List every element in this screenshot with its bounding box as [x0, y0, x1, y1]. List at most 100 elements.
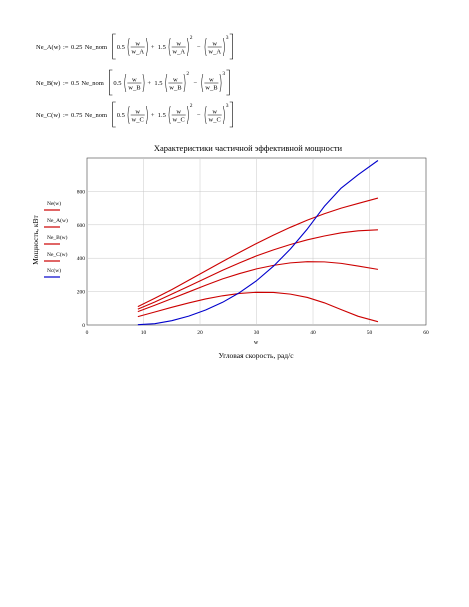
paren-right	[222, 105, 225, 125]
fraction-denominator: w_A	[131, 49, 144, 56]
paren-left	[168, 105, 171, 125]
x-tick-label: 30	[254, 330, 260, 336]
fraction-denominator: w_B	[128, 85, 141, 92]
formula-nom: Ne_nom	[85, 112, 107, 119]
fraction-numerator: w	[209, 77, 214, 84]
legend-label: Ne_B(w)	[47, 234, 68, 241]
formula-ne-a: Ne_A(w):= 0.25 Ne_nom 0.5 w w_A +1.5 w w_A 2− w w_A…	[36, 32, 266, 60]
y-axis-label: Мощность, кВт	[31, 214, 40, 264]
formula-nom: Ne_nom	[81, 80, 103, 87]
formula-exponent-3: 3	[226, 35, 229, 41]
legend-label: Ne_A(w)	[47, 217, 68, 224]
chart-title: Характеристики частичной эффективной мощ…	[154, 143, 343, 153]
formula-svg: Ne_A(w):= 0.25 Ne_nom 0.5 ww_A+ 1.5 ww_A2− ww_A…	[36, 33, 233, 60]
bracket-right	[229, 33, 233, 60]
y-tick-label: 0	[82, 323, 85, 329]
formula-ne-b: Ne_B(w):= 0.5 Ne_nom 0.5 w w_B +1.5 w w_B 2− w w_B 3	[36, 68, 266, 96]
x-tick-label: 60	[423, 330, 429, 336]
formula-assign: :=	[63, 80, 69, 87]
formula-coef: 0.75	[71, 112, 82, 119]
formula-lhs: Ne_A(w)	[36, 44, 61, 51]
bracket-left	[112, 101, 116, 128]
paren-left	[201, 73, 204, 93]
fraction-numerator: w	[176, 109, 181, 116]
paren-left	[127, 37, 130, 57]
fraction-numerator: w	[176, 41, 181, 48]
formula-coef-b: 1.5	[158, 44, 166, 51]
legend-label: Nc(w)	[47, 267, 61, 274]
paren-right	[186, 37, 189, 57]
formula-coef-a: 0.5	[117, 112, 125, 119]
bracket-right	[226, 69, 230, 96]
formula-exponent-3: 3	[226, 103, 229, 109]
bracket-right	[229, 101, 233, 128]
legend-label: Ne(w)	[47, 200, 61, 207]
paren-right	[219, 73, 222, 93]
formula-minus: −	[193, 80, 197, 87]
fraction-numerator: w	[135, 109, 140, 116]
fraction-numerator: w	[132, 77, 137, 84]
formula-coef-a: 0.5	[117, 44, 125, 51]
formula-minus: −	[197, 112, 201, 119]
formula-ne-c: Ne_C(w):= 0.75 Ne_nom 0.5 w w_C +1.5 w w_C 2− w w_C…	[36, 100, 266, 128]
formula-minus: −	[197, 44, 201, 51]
paren-right	[142, 73, 145, 93]
formula-lhs: Ne_B(w)	[36, 80, 60, 87]
formula-assign: :=	[63, 112, 69, 119]
formula-coef: 0.25	[71, 44, 82, 51]
paren-right	[222, 37, 225, 57]
series-line-ne-w	[137, 197, 379, 308]
series-line-ne-c-w	[137, 229, 378, 310]
x-axis-var: w	[254, 340, 259, 346]
paren-left	[124, 73, 127, 93]
series-line-ne-a-w	[137, 291, 379, 323]
formula-svg: Ne_B(w):= 0.5 Ne_nom 0.5 ww_B+ 1.5 ww_B2− ww_B3	[36, 69, 230, 96]
legend-label: Ne_C(w)	[47, 251, 68, 258]
fraction-denominator: w_C	[173, 117, 185, 124]
formula-exponent-3: 3	[222, 71, 225, 77]
bracket-left	[112, 33, 116, 60]
paren-right	[183, 73, 186, 93]
fraction-denominator: w_A	[208, 49, 221, 56]
fraction-numerator: w	[212, 41, 217, 48]
fraction-numerator: w	[212, 109, 217, 116]
formula-lhs: Ne_C(w)	[36, 112, 60, 119]
fraction-denominator: w_B	[169, 85, 182, 92]
formula-exponent-2: 2	[186, 71, 189, 77]
paren-left	[165, 73, 168, 93]
paren-right	[145, 105, 148, 125]
paren-right	[145, 37, 148, 57]
y-tick-label: 400	[77, 256, 86, 262]
formula-exponent-2: 2	[190, 35, 193, 41]
paren-right	[186, 105, 189, 125]
paren-left	[204, 105, 207, 125]
formula-svg: Ne_C(w):= 0.75 Ne_nom 0.5 ww_C+ 1.5 ww_C2− ww_C…	[36, 101, 233, 128]
formula-coef-b: 1.5	[154, 80, 162, 87]
x-tick-label: 50	[367, 330, 373, 336]
formula-plus: +	[147, 80, 151, 87]
fraction-denominator: w_B	[205, 85, 218, 92]
x-tick-label: 20	[197, 330, 203, 336]
fraction-numerator: w	[135, 41, 140, 48]
paren-left	[204, 37, 207, 57]
x-tick-label: 40	[310, 330, 316, 336]
x-tick-label: 10	[141, 330, 147, 336]
paren-left	[168, 37, 171, 57]
fraction-denominator: w_C	[209, 117, 221, 124]
y-tick-label: 800	[77, 189, 86, 195]
formula-assign: :=	[63, 44, 69, 51]
series-line-nc-w	[137, 160, 379, 326]
x-tick-label: 0	[86, 330, 89, 336]
formula-nom: Ne_nom	[85, 44, 107, 51]
formula-plus: +	[151, 44, 155, 51]
fraction-numerator: w	[173, 77, 178, 84]
formula-plus: +	[151, 112, 155, 119]
paren-left	[127, 105, 130, 125]
bracket-left	[109, 69, 113, 96]
y-tick-label: 200	[77, 290, 86, 296]
x-axis-label: Угловая скорость, рад/с	[218, 351, 294, 360]
formula-coef: 0.5	[71, 80, 79, 87]
series-line-ne-b-w	[137, 261, 379, 313]
y-tick-label: 600	[77, 223, 86, 229]
formula-coef-a: 0.5	[113, 80, 121, 87]
